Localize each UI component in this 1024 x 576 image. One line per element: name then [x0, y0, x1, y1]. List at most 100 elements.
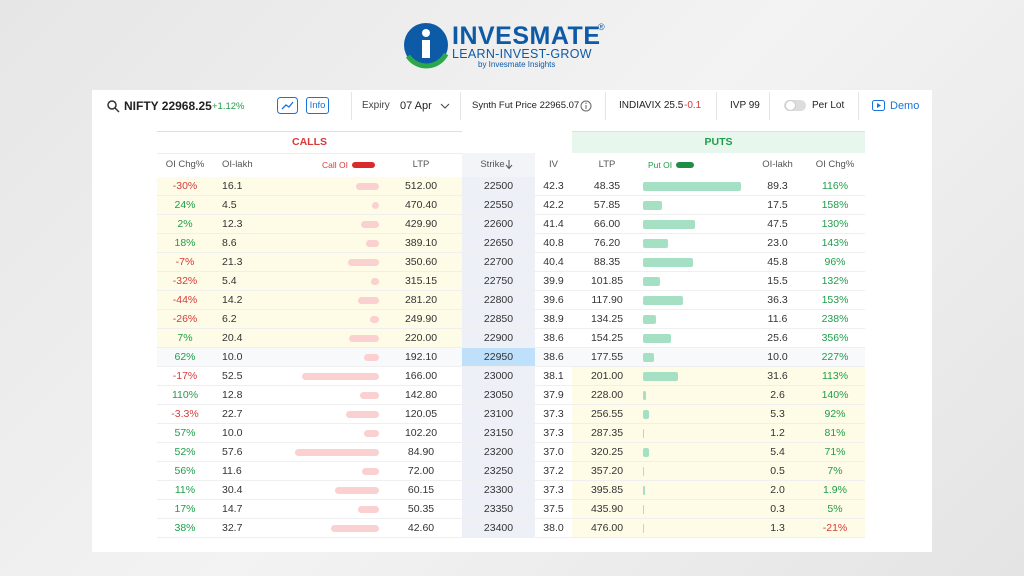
put-oi: 1.2: [770, 427, 785, 439]
cell-bg: [213, 310, 263, 329]
chart-button[interactable]: [277, 97, 298, 114]
put-oi: 5.4: [770, 446, 785, 458]
cell-bg: [805, 177, 865, 196]
put-oi-bar: [643, 296, 683, 305]
puts-title: PUTS: [704, 136, 733, 148]
strike: 23250: [483, 465, 514, 477]
cell-bg: [263, 234, 380, 253]
cell-bg: [157, 177, 213, 196]
cell-bg: [380, 443, 462, 462]
call-ltp: 102.20: [404, 427, 438, 439]
cell-bg: [805, 386, 865, 405]
cell-bg: [805, 253, 865, 272]
iv: 37.3: [543, 427, 564, 439]
put-oi-chg: 113%: [821, 370, 849, 382]
cell-bg: [263, 196, 380, 215]
cell-bg: [535, 500, 572, 519]
cell-bg: [462, 196, 535, 215]
put-oi-bar: [643, 201, 663, 210]
put-oi-pill: [676, 162, 694, 168]
per-lot-toggle[interactable]: [784, 99, 806, 112]
cell-bg: [572, 443, 642, 462]
info-button[interactable]: Info: [306, 97, 329, 114]
iv: 39.6: [543, 294, 564, 306]
call-oi-chg: 17%: [174, 503, 196, 515]
call-oi: 10.0: [222, 351, 243, 363]
cell-bg: [805, 367, 865, 386]
cell-bg: [750, 500, 805, 519]
call-ltp: 429.90: [404, 218, 438, 230]
strike: 22500: [483, 180, 514, 192]
cell-bg: [572, 272, 642, 291]
cell-bg: [380, 348, 462, 367]
put-oi: 17.5: [767, 199, 788, 211]
call-ltp: 84.90: [407, 446, 435, 458]
call-oi-chg: 56%: [174, 465, 196, 477]
iv: 40.8: [543, 237, 564, 249]
cell-bg: [750, 443, 805, 462]
chevron[interactable]: [440, 102, 450, 110]
cell-bg: [462, 386, 535, 405]
call-ltp: 72.00: [407, 465, 435, 477]
cell-bg: [572, 500, 642, 519]
call-oi: 4.5: [222, 199, 237, 211]
call-oi-bar: [331, 525, 379, 532]
cell-bg: [572, 329, 642, 348]
cell-bg: [805, 329, 865, 348]
put-ltp: 57.85: [593, 199, 621, 211]
cell-bg: [805, 291, 865, 310]
cell-bg: [157, 329, 213, 348]
info-icon[interactable]: [580, 100, 592, 112]
symbol[interactable]: NIFTY 22968.25: [124, 99, 212, 113]
call-oi-chg: 11%: [174, 484, 196, 496]
iv: 42.3: [543, 180, 564, 192]
call-ltp: 350.60: [404, 256, 438, 268]
put-oi-chg: 81%: [824, 427, 846, 439]
cell-bg: [572, 177, 642, 196]
cell-bg: [380, 291, 462, 310]
search-icon[interactable]: [106, 99, 120, 113]
put-oi-bar: [643, 239, 669, 248]
column-header-label: Call OI: [322, 160, 348, 170]
per-lot: Per Lot: [812, 100, 845, 111]
cell-bg: [535, 443, 572, 462]
put-oi: 15.5: [767, 275, 788, 287]
expiry-value[interactable]: 07 Apr: [400, 100, 432, 112]
cell-bg: [805, 443, 865, 462]
call-oi-bar: [334, 487, 379, 494]
put-oi-bar: [643, 524, 645, 533]
cell-bg: [535, 481, 572, 500]
cell-bg: [535, 519, 572, 538]
put-oi-chg: 132%: [821, 275, 849, 287]
demo[interactable]: Demo: [890, 100, 920, 112]
demo-icon[interactable]: [872, 100, 885, 111]
cell-bg: [263, 272, 380, 291]
cell-bg: [462, 443, 535, 462]
cell-bg: [380, 405, 462, 424]
call-oi-bar: [302, 373, 379, 380]
call-oi-bar: [358, 297, 379, 304]
cell-bg: [805, 215, 865, 234]
strike: 22950: [483, 351, 514, 363]
put-oi-bar: [643, 315, 656, 324]
call-oi-chg: -3.3%: [171, 408, 199, 420]
call-oi-bar: [364, 430, 379, 437]
cell-bg: [642, 272, 750, 291]
cell-bg: [750, 291, 805, 310]
cell-bg: [380, 253, 462, 272]
calls-header-bg: [157, 131, 462, 154]
call-oi-bar: [364, 354, 379, 361]
put-oi-bar: [643, 486, 646, 495]
column-header-label: LTP: [598, 159, 616, 170]
cell-bg: [380, 424, 462, 443]
sort-icon: [505, 159, 513, 173]
put-ltp: 435.90: [590, 503, 624, 515]
cell-bg: [263, 500, 380, 519]
cell-bg: [805, 500, 865, 519]
call-oi-chg: 110%: [171, 389, 199, 401]
put-oi: 2.6: [770, 389, 785, 401]
put-oi: 10.0: [767, 351, 788, 363]
strike: 23000: [483, 370, 514, 382]
cell-bg: [380, 215, 462, 234]
call-oi: 21.3: [222, 256, 243, 268]
